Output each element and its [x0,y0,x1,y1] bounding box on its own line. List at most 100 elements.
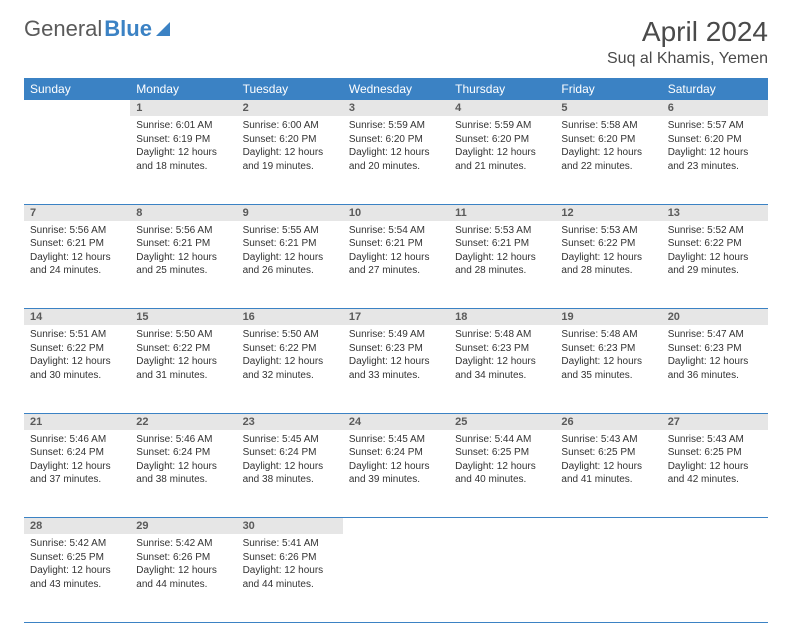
day-cell: Sunrise: 5:41 AMSunset: 6:26 PMDaylight:… [237,534,343,622]
day-number-cell: 22 [130,413,236,430]
day-number-cell: 30 [237,518,343,535]
day-content: Sunrise: 5:46 AMSunset: 6:24 PMDaylight:… [24,430,130,490]
sunrise-text: Sunrise: 5:43 AM [668,433,762,447]
day-content: Sunrise: 5:45 AMSunset: 6:24 PMDaylight:… [237,430,343,490]
sunset-text: Sunset: 6:22 PM [561,237,655,251]
sunrise-text: Sunrise: 5:57 AM [668,119,762,133]
day2-text: and 31 minutes. [136,369,230,383]
day-content: Sunrise: 5:59 AMSunset: 6:20 PMDaylight:… [343,116,449,176]
page-header: GeneralBlue April 2024 Suq al Khamis, Ye… [24,16,768,68]
sunrise-text: Sunrise: 5:46 AM [30,433,124,447]
daynum-row: 14151617181920 [24,309,768,326]
logo-text-2: Blue [104,16,152,42]
day2-text: and 18 minutes. [136,160,230,174]
day-content: Sunrise: 5:50 AMSunset: 6:22 PMDaylight:… [237,325,343,385]
day-cell: Sunrise: 5:54 AMSunset: 6:21 PMDaylight:… [343,221,449,309]
day-number-cell: 27 [662,413,768,430]
day1-text: Daylight: 12 hours [136,460,230,474]
weekday-header: Thursday [449,78,555,100]
day-content: Sunrise: 5:58 AMSunset: 6:20 PMDaylight:… [555,116,661,176]
day1-text: Daylight: 12 hours [349,251,443,265]
day2-text: and 44 minutes. [243,578,337,592]
sunrise-text: Sunrise: 5:56 AM [136,224,230,238]
sunrise-text: Sunrise: 6:01 AM [136,119,230,133]
sunrise-text: Sunrise: 5:59 AM [349,119,443,133]
day-cell: Sunrise: 5:59 AMSunset: 6:20 PMDaylight:… [343,116,449,204]
day-number-cell: 7 [24,204,130,221]
day-number-cell: 15 [130,309,236,326]
day1-text: Daylight: 12 hours [668,355,762,369]
day-cell: Sunrise: 5:44 AMSunset: 6:25 PMDaylight:… [449,430,555,518]
sunrise-text: Sunrise: 5:47 AM [668,328,762,342]
day-content: Sunrise: 6:01 AMSunset: 6:19 PMDaylight:… [130,116,236,176]
day-cell: Sunrise: 5:53 AMSunset: 6:22 PMDaylight:… [555,221,661,309]
day-number-cell: 28 [24,518,130,535]
logo-text-1: General [24,16,102,42]
day2-text: and 23 minutes. [668,160,762,174]
day2-text: and 40 minutes. [455,473,549,487]
sunrise-text: Sunrise: 5:45 AM [243,433,337,447]
day-number-cell: 13 [662,204,768,221]
sunrise-text: Sunrise: 5:58 AM [561,119,655,133]
sunset-text: Sunset: 6:22 PM [668,237,762,251]
day2-text: and 29 minutes. [668,264,762,278]
daynum-row: 78910111213 [24,204,768,221]
sunrise-text: Sunrise: 5:50 AM [243,328,337,342]
day2-text: and 41 minutes. [561,473,655,487]
day-cell: Sunrise: 5:52 AMSunset: 6:22 PMDaylight:… [662,221,768,309]
day-cell: Sunrise: 5:45 AMSunset: 6:24 PMDaylight:… [343,430,449,518]
day-cell: Sunrise: 5:58 AMSunset: 6:20 PMDaylight:… [555,116,661,204]
day-number-cell [555,518,661,535]
day-number-cell: 9 [237,204,343,221]
weekday-header: Friday [555,78,661,100]
day-content: Sunrise: 5:55 AMSunset: 6:21 PMDaylight:… [237,221,343,281]
sunrise-text: Sunrise: 5:43 AM [561,433,655,447]
day1-text: Daylight: 12 hours [136,564,230,578]
day-number-cell: 16 [237,309,343,326]
day2-text: and 44 minutes. [136,578,230,592]
day2-text: and 30 minutes. [30,369,124,383]
day-cell: Sunrise: 6:01 AMSunset: 6:19 PMDaylight:… [130,116,236,204]
sunset-text: Sunset: 6:25 PM [455,446,549,460]
day-content: Sunrise: 5:48 AMSunset: 6:23 PMDaylight:… [449,325,555,385]
day1-text: Daylight: 12 hours [668,146,762,160]
day-cell: Sunrise: 5:56 AMSunset: 6:21 PMDaylight:… [24,221,130,309]
day-cell: Sunrise: 6:00 AMSunset: 6:20 PMDaylight:… [237,116,343,204]
day-content: Sunrise: 5:53 AMSunset: 6:21 PMDaylight:… [449,221,555,281]
calendar-page: GeneralBlue April 2024 Suq al Khamis, Ye… [0,0,792,639]
day-cell: Sunrise: 5:55 AMSunset: 6:21 PMDaylight:… [237,221,343,309]
sunrise-text: Sunrise: 5:55 AM [243,224,337,238]
day1-text: Daylight: 12 hours [30,251,124,265]
day1-text: Daylight: 12 hours [455,146,549,160]
day2-text: and 20 minutes. [349,160,443,174]
day-content: Sunrise: 5:54 AMSunset: 6:21 PMDaylight:… [343,221,449,281]
day2-text: and 34 minutes. [455,369,549,383]
day2-text: and 38 minutes. [243,473,337,487]
day-cell: Sunrise: 5:56 AMSunset: 6:21 PMDaylight:… [130,221,236,309]
day-cell: Sunrise: 5:42 AMSunset: 6:25 PMDaylight:… [24,534,130,622]
sunrise-text: Sunrise: 5:54 AM [349,224,443,238]
day-number-cell: 11 [449,204,555,221]
day-cell: Sunrise: 5:59 AMSunset: 6:20 PMDaylight:… [449,116,555,204]
day-cell [343,534,449,622]
day-number-cell: 24 [343,413,449,430]
day-number-cell: 26 [555,413,661,430]
sunset-text: Sunset: 6:24 PM [349,446,443,460]
day2-text: and 22 minutes. [561,160,655,174]
day2-text: and 43 minutes. [30,578,124,592]
day-cell [24,116,130,204]
sunset-text: Sunset: 6:21 PM [455,237,549,251]
day1-text: Daylight: 12 hours [30,460,124,474]
day-cell: Sunrise: 5:48 AMSunset: 6:23 PMDaylight:… [555,325,661,413]
day-cell: Sunrise: 5:45 AMSunset: 6:24 PMDaylight:… [237,430,343,518]
sunset-text: Sunset: 6:20 PM [668,133,762,147]
day2-text: and 37 minutes. [30,473,124,487]
sunset-text: Sunset: 6:26 PM [243,551,337,565]
daynum-row: 123456 [24,100,768,116]
day2-text: and 28 minutes. [455,264,549,278]
day-number-cell: 10 [343,204,449,221]
sunrise-text: Sunrise: 6:00 AM [243,119,337,133]
day-cell: Sunrise: 5:57 AMSunset: 6:20 PMDaylight:… [662,116,768,204]
day-content: Sunrise: 5:56 AMSunset: 6:21 PMDaylight:… [130,221,236,281]
daynum-row: 21222324252627 [24,413,768,430]
